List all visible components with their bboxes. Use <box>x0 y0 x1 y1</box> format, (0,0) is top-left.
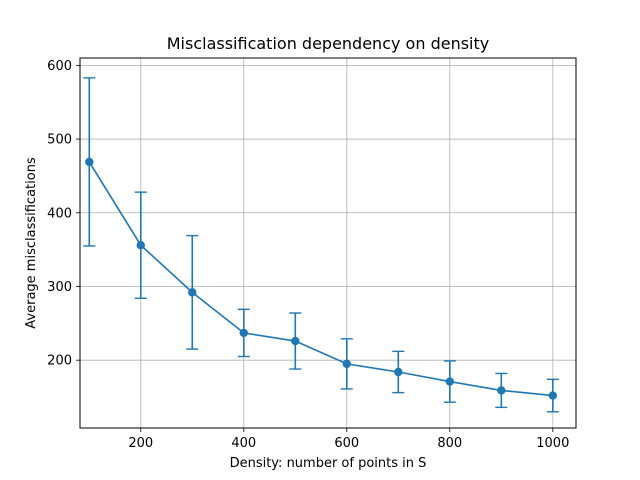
chart-title: Misclassification dependency on density <box>167 34 489 53</box>
x-tick-label: 400 <box>231 436 256 451</box>
data-point <box>342 359 351 369</box>
data-point <box>497 386 506 395</box>
data-point <box>445 377 455 386</box>
y-axis-label: Average misclassifications <box>24 157 39 329</box>
plot-area-frame <box>79 57 577 429</box>
data-point <box>188 288 197 297</box>
x-axis-label: Density: number of points in S <box>230 456 427 471</box>
y-tick-label: 400 <box>47 206 72 221</box>
y-axis: 200 300 400 500 600 <box>47 59 80 369</box>
data-point <box>394 367 403 377</box>
x-tick-label: 600 <box>334 436 359 451</box>
series-layer <box>83 77 559 413</box>
x-axis: 200 400 600 800 1000 <box>128 428 569 451</box>
data-point <box>136 241 145 250</box>
data-point <box>291 336 300 346</box>
y-tick-label: 600 <box>47 59 72 74</box>
x-tick-label: 800 <box>437 436 462 451</box>
data-point <box>239 328 248 338</box>
y-tick-label: 300 <box>47 280 72 295</box>
x-tick-label: 1000 <box>536 436 569 451</box>
y-tick-label: 500 <box>47 133 72 148</box>
y-tick-label: 200 <box>47 354 72 369</box>
data-point <box>85 157 94 167</box>
series-line <box>88 161 553 397</box>
x-tick-label: 200 <box>128 436 153 451</box>
grid-lines <box>80 58 576 428</box>
data-point <box>548 391 558 400</box>
